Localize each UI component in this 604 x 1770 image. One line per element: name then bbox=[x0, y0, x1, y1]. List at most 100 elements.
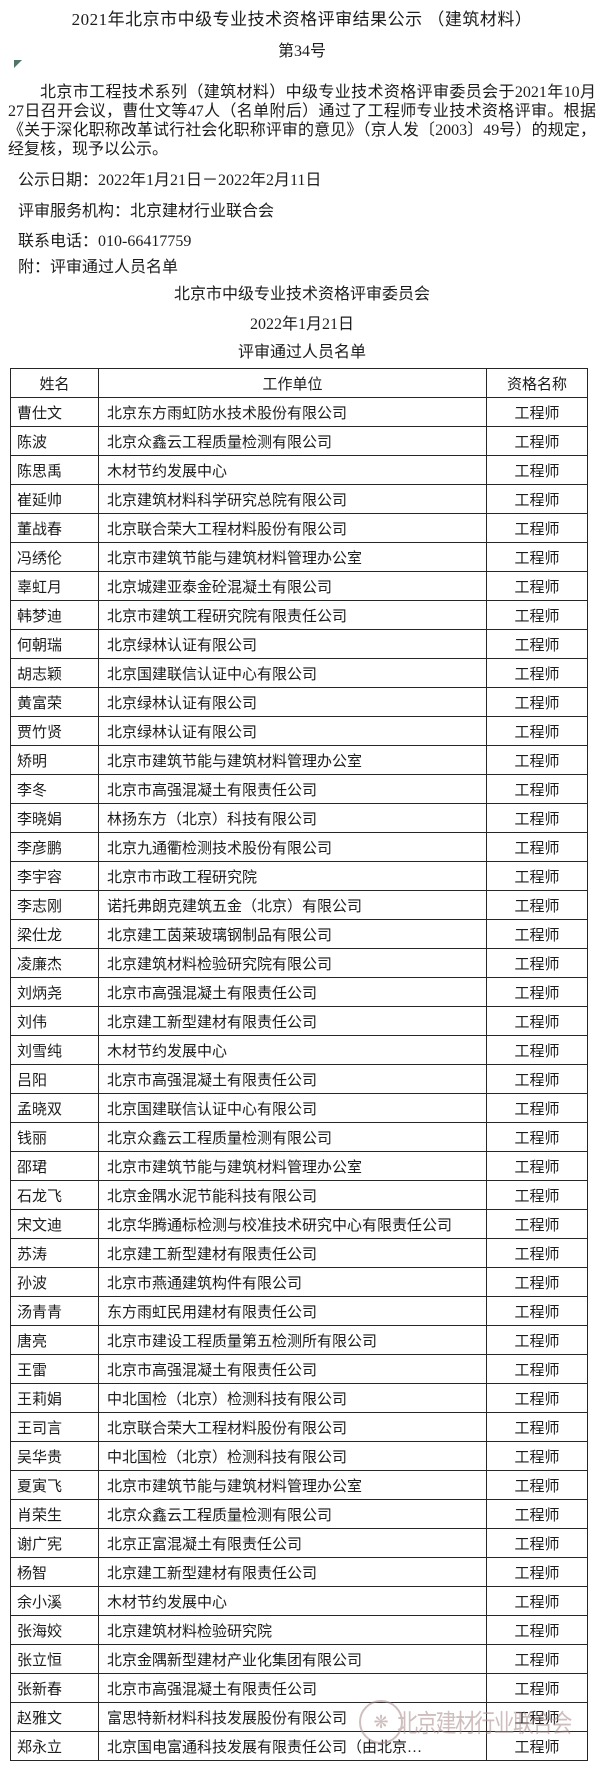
unit-cell: 北京市建筑节能与建筑材料管理办公室 bbox=[98, 542, 487, 572]
table-row: 郑永立 北京国电富通科技发展有限责任公司（由北京… 工程师 bbox=[10, 1731, 588, 1761]
table-row: 邵珺 北京市建筑节能与建筑材料管理办公室 工程师 bbox=[10, 1151, 588, 1181]
qualification-cell: 工程师 bbox=[486, 687, 588, 717]
table-row: 杨智 北京建工新型建材有限责任公司 工程师 bbox=[10, 1557, 588, 1587]
qualification-cell: 工程师 bbox=[486, 1122, 588, 1152]
name-cell: 张新春 bbox=[10, 1673, 99, 1703]
header-qualification: 资格名称 bbox=[486, 368, 588, 398]
unit-cell: 北京绿林认证有限公司 bbox=[98, 687, 487, 717]
qualification-cell: 工程师 bbox=[486, 977, 588, 1007]
qualification-cell: 工程师 bbox=[486, 1093, 588, 1123]
qualification-cell: 工程师 bbox=[486, 397, 588, 427]
document-number: 第34号 bbox=[277, 43, 326, 60]
table-row: 贾竹贤 北京绿林认证有限公司 工程师 bbox=[10, 716, 588, 746]
unit-cell: 北京建工新型建材有限责任公司 bbox=[98, 1006, 487, 1036]
unit-cell: 北京建筑材料检验研究院有限公司 bbox=[98, 948, 487, 978]
cursor-icon bbox=[14, 60, 22, 68]
name-cell: 凌廉杰 bbox=[10, 948, 99, 978]
qualification-cell: 工程师 bbox=[486, 774, 588, 804]
name-cell: 黄富荣 bbox=[10, 687, 99, 717]
name-cell: 石龙飞 bbox=[10, 1180, 99, 1210]
qualification-cell: 工程师 bbox=[486, 1006, 588, 1036]
unit-cell: 北京市高强混凝土有限责任公司 bbox=[98, 1673, 487, 1703]
unit-cell: 北京城建亚泰金砼混凝土有限公司 bbox=[98, 571, 487, 601]
name-cell: 王莉娟 bbox=[10, 1383, 99, 1413]
table-row: 谢广宪 北京正富混凝土有限责任公司 工程师 bbox=[10, 1528, 588, 1558]
qualification-cell: 工程师 bbox=[486, 1209, 588, 1239]
name-cell: 刘雪纯 bbox=[10, 1035, 99, 1065]
table-row: 陈思禹 木材节约发展中心 工程师 bbox=[10, 455, 588, 485]
unit-cell: 北京市建筑节能与建筑材料管理办公室 bbox=[98, 1470, 487, 1500]
qualification-cell: 工程师 bbox=[486, 629, 588, 659]
name-cell: 吕阳 bbox=[10, 1064, 99, 1094]
qualification-cell: 工程师 bbox=[486, 1238, 588, 1268]
table-row: 夏寅飞 北京市建筑节能与建筑材料管理办公室 工程师 bbox=[10, 1470, 588, 1500]
table-row: 矫明 北京市建筑节能与建筑材料管理办公室 工程师 bbox=[10, 745, 588, 775]
table-row: 吴华贵 中北国检（北京）检测科技有限公司 工程师 bbox=[10, 1441, 588, 1471]
unit-cell: 北京市市政工程研究院 bbox=[98, 861, 487, 891]
table-row: 辜虹月 北京城建亚泰金砼混凝土有限公司 工程师 bbox=[10, 571, 588, 601]
announcement-paragraph: 北京市工程技术系列（建筑材料）中级专业技术资格评审委员会于2021年10月27日… bbox=[8, 84, 596, 158]
qualification-cell: 工程师 bbox=[486, 426, 588, 456]
qualification-cell: 工程师 bbox=[486, 1325, 588, 1355]
qualification-cell: 工程师 bbox=[486, 1151, 588, 1181]
name-cell: 贾竹贤 bbox=[10, 716, 99, 746]
unit-cell: 北京国电富通科技发展有限责任公司（由北京… bbox=[98, 1731, 487, 1761]
unit-cell: 北京九通衢检测技术股份有限公司 bbox=[98, 832, 487, 862]
table-row: 董战春 北京联合荣大工程材料股份有限公司 工程师 bbox=[10, 513, 588, 543]
table-row: 李志刚 诺托弗朗克建筑五金（北京）有限公司 工程师 bbox=[10, 890, 588, 920]
unit-cell: 北京绿林认证有限公司 bbox=[98, 629, 487, 659]
qualification-cell: 工程师 bbox=[486, 1267, 588, 1297]
name-cell: 李冬 bbox=[10, 774, 99, 804]
qualification-cell: 工程师 bbox=[486, 861, 588, 891]
name-cell: 李晓娟 bbox=[10, 803, 99, 833]
name-cell: 胡志颖 bbox=[10, 658, 99, 688]
qualification-cell: 工程师 bbox=[486, 1180, 588, 1210]
unit-cell: 北京市建筑工程研究院有限责任公司 bbox=[98, 600, 487, 630]
table-row: 王莉娟 中北国检（北京）检测科技有限公司 工程师 bbox=[10, 1383, 588, 1413]
roster-title: 评审通过人员名单 bbox=[237, 344, 366, 361]
name-cell: 夏寅飞 bbox=[10, 1470, 99, 1500]
table-header-row: 姓名 工作单位 资格名称 bbox=[10, 368, 588, 398]
unit-cell: 木材节约发展中心 bbox=[98, 1035, 487, 1065]
table-row: 黄富荣 北京绿林认证有限公司 工程师 bbox=[10, 687, 588, 717]
unit-cell: 北京市高强混凝土有限责任公司 bbox=[98, 1354, 487, 1384]
unit-cell: 北京金隅水泥节能科技有限公司 bbox=[98, 1180, 487, 1210]
table-row: 张新春 北京市高强混凝土有限责任公司 工程师 bbox=[10, 1673, 588, 1703]
unit-cell: 北京众鑫云工程质量检测有限公司 bbox=[98, 1499, 487, 1529]
qualification-cell: 工程师 bbox=[486, 1499, 588, 1529]
table-row: 吕阳 北京市高强混凝土有限责任公司 工程师 bbox=[10, 1064, 588, 1094]
unit-cell: 东方雨虹民用建材有限责任公司 bbox=[98, 1296, 487, 1326]
table-row: 孙波 北京市燕通建筑构件有限公司 工程师 bbox=[10, 1267, 588, 1297]
qualification-cell: 工程师 bbox=[486, 1412, 588, 1442]
name-cell: 刘伟 bbox=[10, 1006, 99, 1036]
qualification-cell: 工程师 bbox=[486, 1644, 588, 1674]
qualification-cell: 工程师 bbox=[486, 1441, 588, 1471]
unit-cell: 木材节约发展中心 bbox=[98, 455, 487, 485]
qualification-cell: 工程师 bbox=[486, 455, 588, 485]
table-row: 梁仕龙 北京建工茵莱玻璃钢制品有限公司 工程师 bbox=[10, 919, 588, 949]
name-cell: 梁仕龙 bbox=[10, 919, 99, 949]
name-cell: 崔延帅 bbox=[10, 484, 99, 514]
name-cell: 赵雅文 bbox=[10, 1702, 99, 1732]
table-row: 何朝瑞 北京绿林认证有限公司 工程师 bbox=[10, 629, 588, 659]
name-cell: 李彦鹏 bbox=[10, 832, 99, 862]
attachment-note: 附：评审通过人员名单 bbox=[18, 259, 179, 276]
unit-cell: 北京国建联信认证中心有限公司 bbox=[98, 1093, 487, 1123]
contact-phone: 联系电话：010-66417759 bbox=[18, 233, 192, 250]
name-cell: 孙波 bbox=[10, 1267, 99, 1297]
unit-cell: 富思特新材料科技发展股份有限公司 bbox=[98, 1702, 487, 1732]
qualification-cell: 工程师 bbox=[486, 484, 588, 514]
approved-roster-table: 姓名 工作单位 资格名称 曹仕文 北京东方雨虹防水技术股份有限公司 工程师 陈波 北京众… bbox=[10, 368, 588, 1761]
unit-cell: 北京众鑫云工程质量检测有限公司 bbox=[98, 1122, 487, 1152]
table-row: 张立恒 北京金隅新型建材产业化集团有限公司 工程师 bbox=[10, 1644, 588, 1674]
name-cell: 张立恒 bbox=[10, 1644, 99, 1674]
name-cell: 李志刚 bbox=[10, 890, 99, 920]
unit-cell: 北京市建筑节能与建筑材料管理办公室 bbox=[98, 1151, 487, 1181]
unit-cell: 木材节约发展中心 bbox=[98, 1586, 487, 1616]
name-cell: 邵珺 bbox=[10, 1151, 99, 1181]
unit-cell: 北京东方雨虹防水技术股份有限公司 bbox=[98, 397, 487, 427]
qualification-cell: 工程师 bbox=[486, 1296, 588, 1326]
qualification-cell: 工程师 bbox=[486, 1586, 588, 1616]
unit-cell: 北京市燕通建筑构件有限公司 bbox=[98, 1267, 487, 1297]
unit-cell: 北京绿林认证有限公司 bbox=[98, 716, 487, 746]
